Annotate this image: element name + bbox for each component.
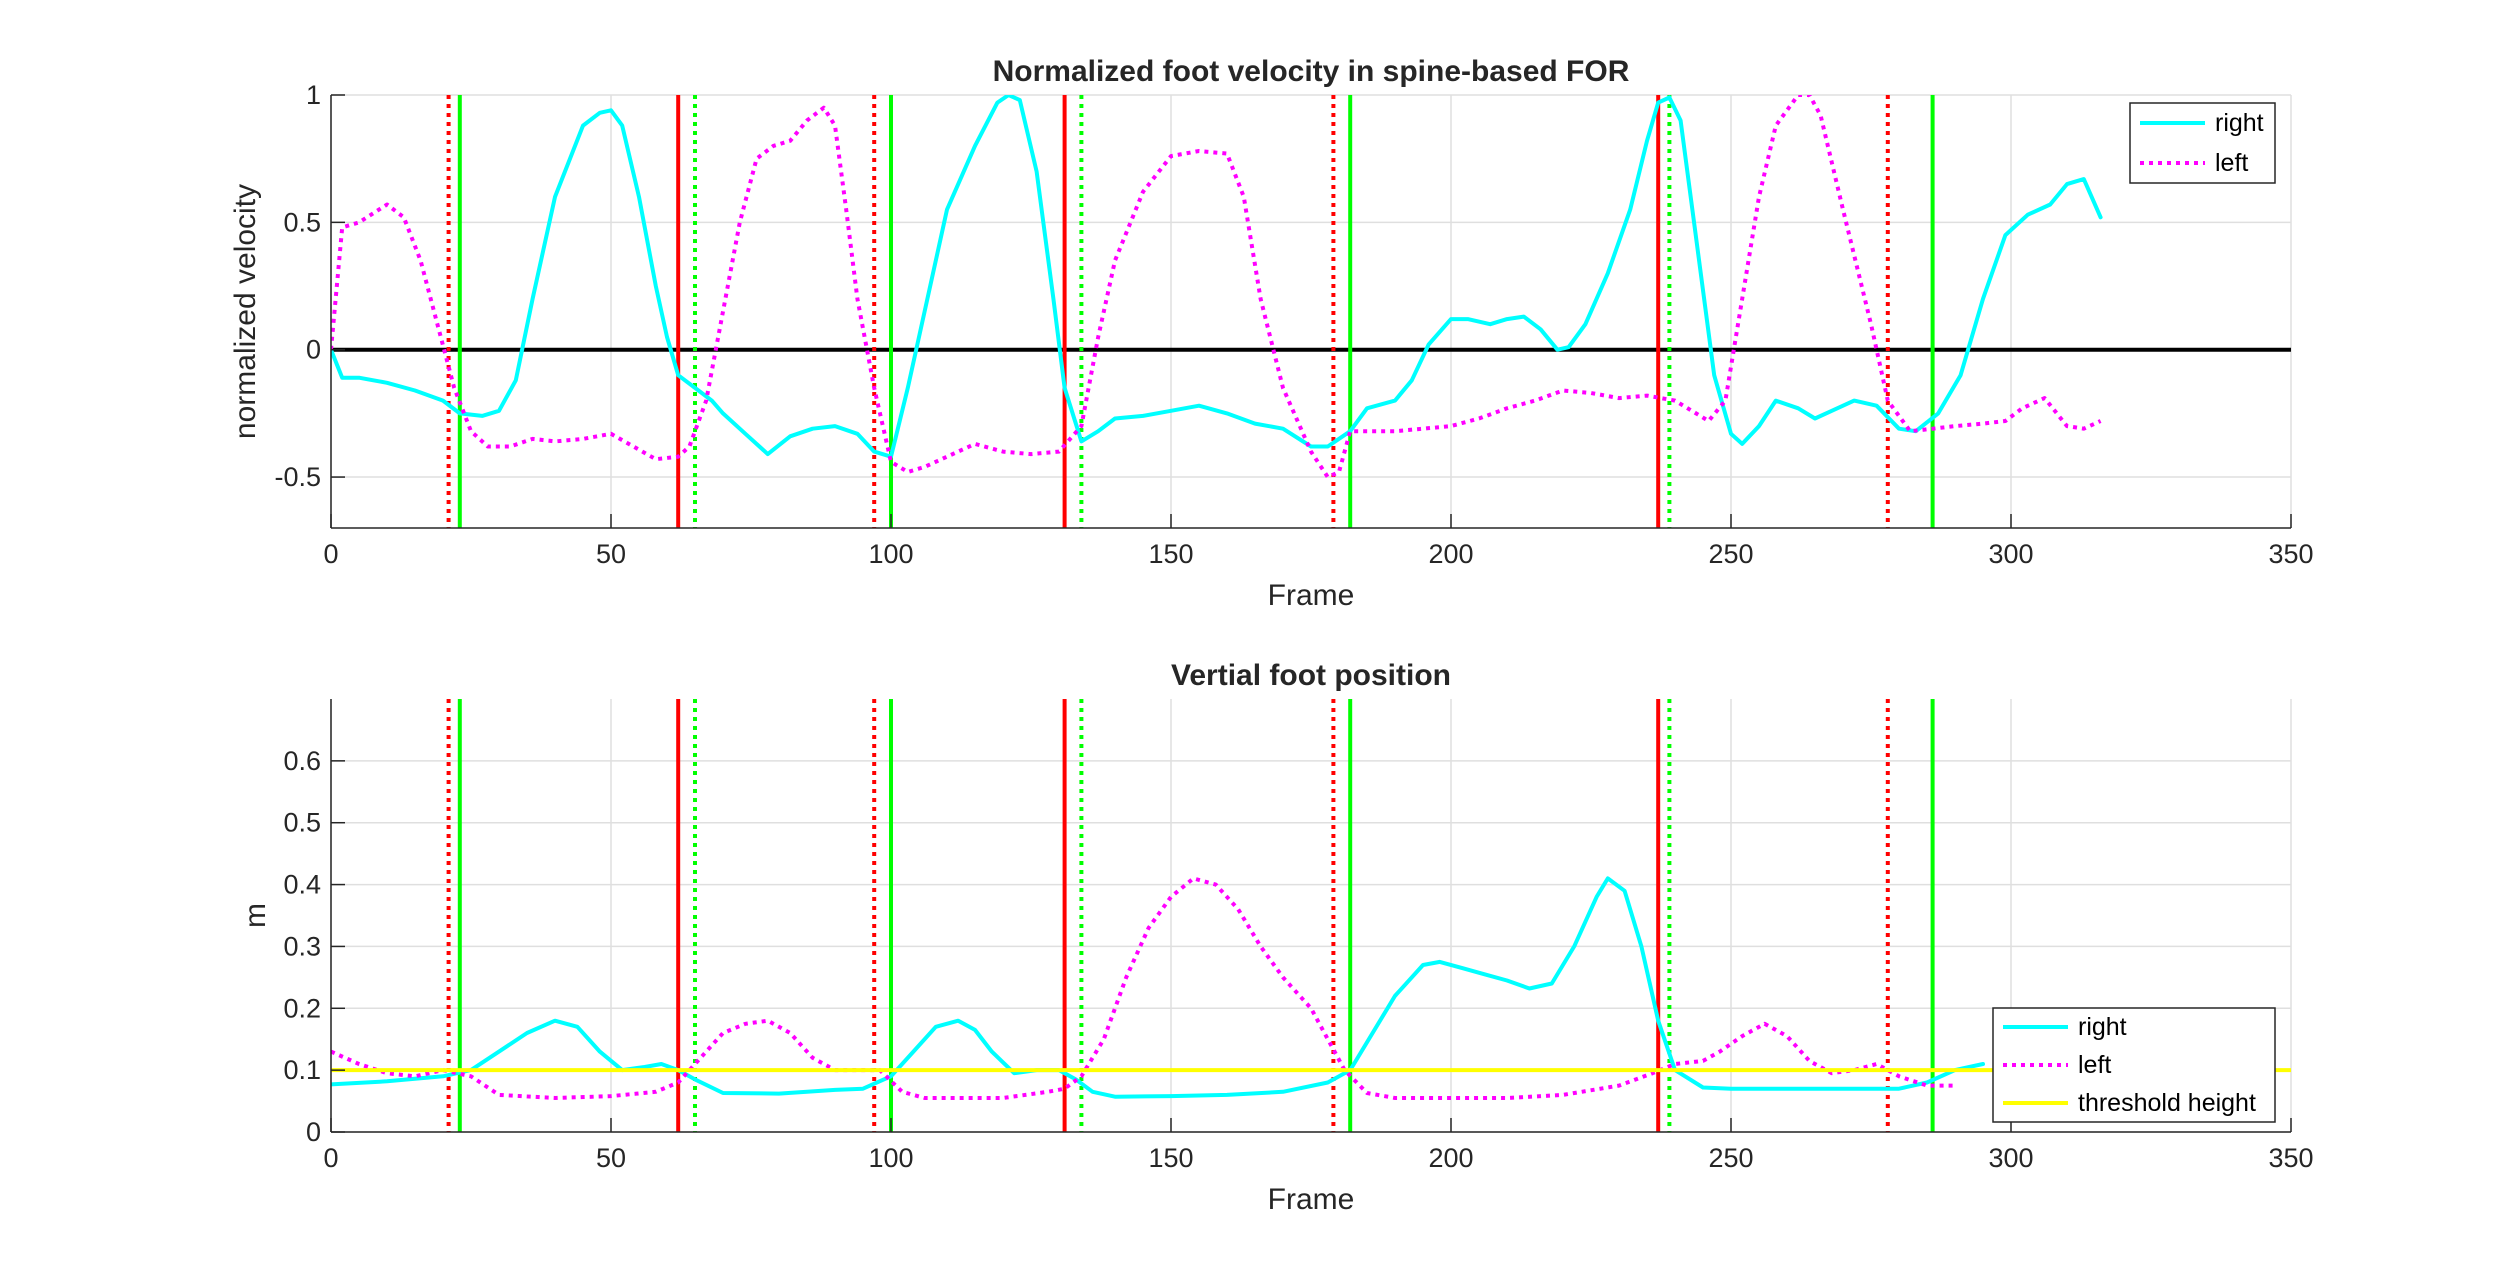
velocity-y-tick-label: 1 <box>306 80 321 110</box>
position-y-tick-label: 0.3 <box>283 931 321 961</box>
velocity-legend-label-right: right <box>2215 109 2264 137</box>
position-legend-label-threshold-height: threshold height <box>2078 1089 2256 1117</box>
velocity-x-tick-label: 350 <box>2268 539 2313 569</box>
velocity-x-tick-label: 200 <box>1428 539 1473 569</box>
position-x-tick-label: 50 <box>596 1143 626 1173</box>
velocity-y-tick-label: 0 <box>306 335 321 365</box>
velocity-x-tick-label: 150 <box>1148 539 1193 569</box>
position-x-axis-label: Frame <box>1268 1183 1355 1216</box>
position-x-tick-label: 350 <box>2268 1143 2313 1173</box>
position-x-tick-label: 0 <box>323 1143 338 1173</box>
velocity-y-tick-label: -0.5 <box>274 462 321 492</box>
position-y-tick-label: 0.5 <box>283 808 321 838</box>
velocity-y-axis-label: normalized velocity <box>229 184 262 439</box>
position-y-tick-label: 0.1 <box>283 1055 321 1085</box>
position-series-left <box>331 876 1955 1100</box>
position-chart-title: Vertial foot position <box>1171 659 1451 692</box>
position-y-tick-label: 0.6 <box>283 746 321 776</box>
position-x-tick-label: 100 <box>868 1143 913 1173</box>
velocity-x-tick-label: 50 <box>596 539 626 569</box>
position-x-tick-label: 150 <box>1148 1143 1193 1173</box>
position-legend-label-left: left <box>2078 1051 2111 1079</box>
velocity-legend-label-left: left <box>2215 149 2248 177</box>
velocity-x-tick-label: 300 <box>1988 539 2033 569</box>
position-panel: Vertial foot position Frame m 0 50 100 150 2… <box>239 659 2314 1216</box>
position-x-tick-label: 300 <box>1988 1143 2033 1173</box>
position-x-tick-label: 200 <box>1428 1143 1473 1173</box>
velocity-series-left <box>331 95 2102 480</box>
velocity-chart-title: Normalized foot velocity in spine-based … <box>993 55 1630 88</box>
velocity-x-axis-label: Frame <box>1268 579 1355 612</box>
velocity-legend-box <box>2129 102 2276 184</box>
position-plot-content <box>331 699 2291 1132</box>
velocity-panel: Normalized foot velocity in spine-based … <box>229 55 2314 612</box>
velocity-plot-area <box>331 95 2291 528</box>
position-series-right <box>331 876 1985 1099</box>
position-legend: right left threshold height <box>1992 1007 2276 1123</box>
position-legend-label-right: right <box>2078 1013 2127 1041</box>
velocity-x-tick-label: 250 <box>1708 539 1753 569</box>
velocity-series-right <box>331 95 2103 459</box>
velocity-x-tick-label: 100 <box>868 539 913 569</box>
position-y-axis-label: m <box>239 903 272 928</box>
position-y-tick-label: 0 <box>306 1117 321 1147</box>
position-x-tick-label: 250 <box>1708 1143 1753 1173</box>
velocity-legend: right left <box>2129 102 2276 184</box>
velocity-x-tick-label: 0 <box>323 539 338 569</box>
position-y-tick-label: 0.4 <box>283 870 321 900</box>
velocity-y-tick-label: 0.5 <box>283 207 321 237</box>
position-y-tick-label: 0.2 <box>283 993 321 1023</box>
position-plot-area <box>331 699 2291 1132</box>
velocity-plot-content <box>331 95 2291 528</box>
